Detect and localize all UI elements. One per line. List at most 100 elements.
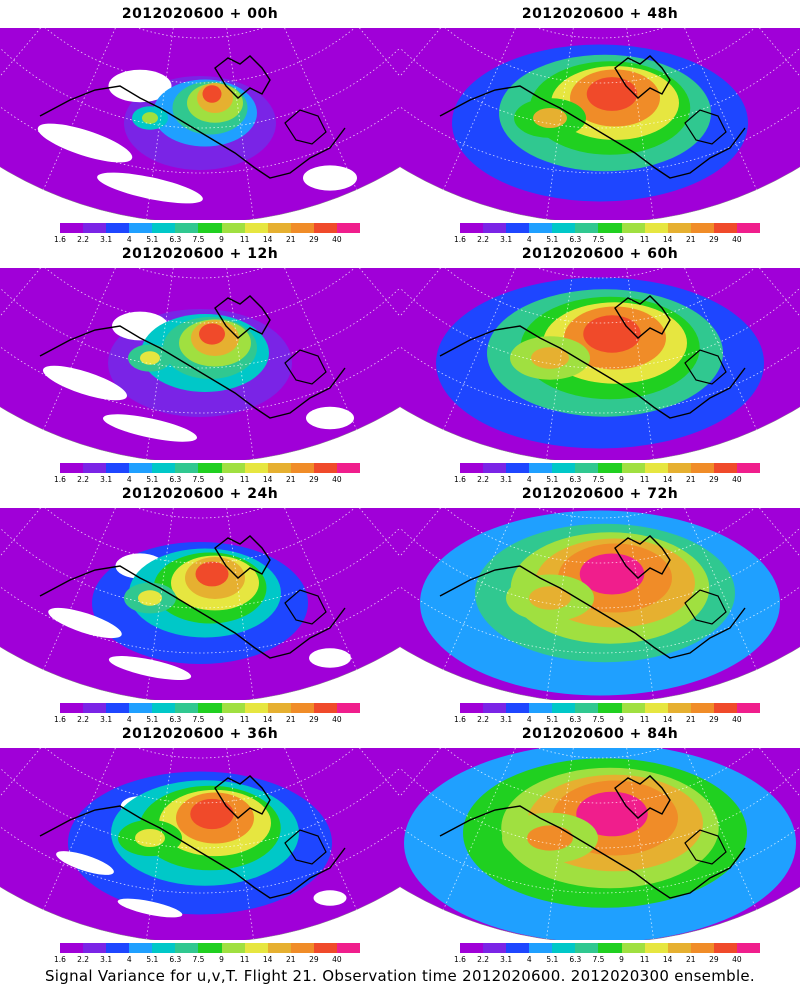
colorbar-label: 2.2 <box>77 955 90 964</box>
colorbar-label: 4 <box>126 235 132 244</box>
colorbar-segment <box>483 943 507 953</box>
colorbar-segment <box>690 223 714 233</box>
panel-title: 2012020600 + 72h <box>521 486 679 502</box>
colorbar <box>460 463 761 473</box>
colorbar-label: 14 <box>662 475 673 484</box>
colorbar-labels: 1.6 2.2 3.1 4 5.1 6.3 7.5 9 11 14 21 29 40 <box>54 475 360 485</box>
colorbar-label: 29 <box>309 475 319 484</box>
colorbar-segment <box>336 463 361 473</box>
colorbar-segment <box>175 463 199 473</box>
colorbar-label: 5.1 <box>546 715 559 724</box>
colorbar-label: 40 <box>332 955 342 964</box>
colorbar-label: 11 <box>239 235 250 244</box>
colorbar-label: 5.1 <box>546 235 559 244</box>
colorbar-segment <box>690 463 714 473</box>
colorbar-segment <box>290 703 314 713</box>
colorbar-label: 1.6 <box>54 235 66 244</box>
colorbar-segment <box>506 223 530 233</box>
colorbar-segment <box>267 223 291 233</box>
colorbar-label: 9 <box>219 235 224 244</box>
colorbar-segment <box>598 223 622 233</box>
colorbar-label: 7.5 <box>192 955 205 964</box>
colorbar-label: 9 <box>219 955 224 964</box>
colorbar-segment <box>736 223 761 233</box>
colorbar-segment <box>221 703 245 713</box>
colorbar-segment <box>313 943 337 953</box>
colorbar-label: 2.2 <box>477 715 490 724</box>
map-panel: 2012020600 + 84h 1.6 2.2 3.1 4 5.1 6.3 7.5 9 11 14… <box>400 720 800 965</box>
colorbar-segment <box>106 463 130 473</box>
colorbar-segment <box>529 943 553 953</box>
colorbar-label: 4 <box>526 955 532 964</box>
colorbar-segment <box>290 463 314 473</box>
colorbar-segment <box>483 223 507 233</box>
colorbar-segment <box>106 703 130 713</box>
colorbar-segment <box>198 703 222 713</box>
colorbar-label: 29 <box>309 235 319 244</box>
colorbar-label: 14 <box>262 235 273 244</box>
colorbar-label: 3.1 <box>100 235 113 244</box>
colorbar-segment <box>644 703 668 713</box>
colorbar-label: 6.3 <box>169 715 182 724</box>
colorbar-labels: 1.6 2.2 3.1 4 5.1 6.3 7.5 9 11 14 21 29 40 <box>54 715 360 725</box>
colorbar-label: 11 <box>639 715 650 724</box>
colorbar-segment <box>575 703 599 713</box>
colorbar <box>60 943 361 953</box>
colorbar-label: 29 <box>309 715 319 724</box>
variance-map <box>400 748 800 940</box>
colorbar-label: 6.3 <box>569 235 582 244</box>
colorbar-segment <box>83 463 107 473</box>
colorbar-labels: 1.6 2.2 3.1 4 5.1 6.3 7.5 9 11 14 21 29 40 <box>454 475 760 485</box>
colorbar-label: 5.1 <box>146 955 159 964</box>
colorbar-segment <box>221 223 245 233</box>
colorbar-segment <box>736 703 761 713</box>
colorbar <box>60 463 361 473</box>
colorbar-label: 9 <box>619 235 624 244</box>
variance-map <box>0 508 400 700</box>
colorbar-label: 2.2 <box>477 955 490 964</box>
colorbar-label: 40 <box>332 715 342 724</box>
colorbar-labels: 1.6 2.2 3.1 4 5.1 6.3 7.5 9 11 14 21 29 40 <box>54 235 360 245</box>
colorbar-segment <box>667 943 691 953</box>
colorbar <box>460 943 761 953</box>
colorbar-label: 7.5 <box>192 475 205 484</box>
colorbar-segment <box>529 223 553 233</box>
colorbar-segment <box>152 943 176 953</box>
map-panel: 2012020600 + 72h 1.6 2.2 3.1 4 5.1 6.3 7.5 9 11 14… <box>400 480 800 725</box>
colorbar-segment <box>60 223 84 233</box>
colorbar-segment <box>83 703 107 713</box>
colorbar-segment <box>552 703 576 713</box>
colorbar-label: 7.5 <box>592 235 605 244</box>
colorbar-segment <box>621 223 645 233</box>
colorbar-segment <box>313 703 337 713</box>
colorbar-segment <box>667 223 691 233</box>
colorbar-segment <box>713 943 737 953</box>
colorbar-label: 2.2 <box>77 235 90 244</box>
colorbar-segment <box>529 463 553 473</box>
colorbar-label: 1.6 <box>54 955 66 964</box>
colorbar-label: 40 <box>732 475 742 484</box>
colorbar-label: 21 <box>685 235 696 244</box>
colorbar-label: 4 <box>526 475 532 484</box>
colorbar-segment <box>667 463 691 473</box>
colorbar-label: 3.1 <box>100 475 113 484</box>
variance-map <box>0 28 400 220</box>
colorbar-label: 2.2 <box>477 235 490 244</box>
colorbar-label: 4 <box>126 475 132 484</box>
colorbar-label: 40 <box>732 955 742 964</box>
colorbar-label: 1.6 <box>454 475 466 484</box>
colorbar-label: 5.1 <box>546 475 559 484</box>
colorbar-label: 29 <box>709 715 719 724</box>
colorbar-segment <box>598 703 622 713</box>
colorbar-segment <box>313 463 337 473</box>
colorbar-label: 6.3 <box>569 475 582 484</box>
colorbar-segment <box>129 943 153 953</box>
colorbar-label: 6.3 <box>169 955 182 964</box>
colorbar-label: 6.3 <box>169 235 182 244</box>
colorbar-label: 5.1 <box>546 955 559 964</box>
colorbar-segment <box>106 223 130 233</box>
colorbar-segment <box>713 703 737 713</box>
colorbar-segment <box>152 223 176 233</box>
colorbar-segment <box>198 223 222 233</box>
colorbar-segment <box>290 223 314 233</box>
